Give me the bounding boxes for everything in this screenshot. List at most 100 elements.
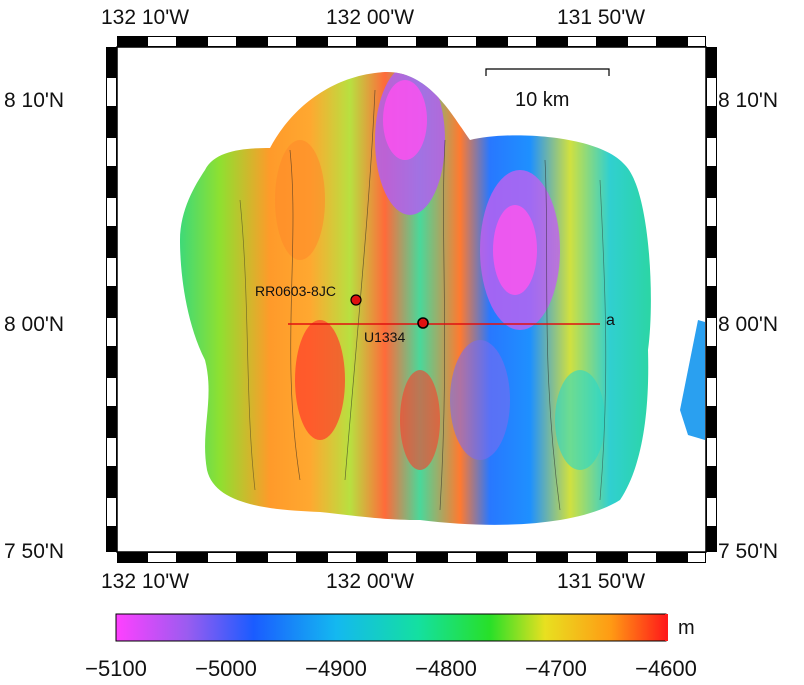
frame-tick-top: [237, 36, 267, 47]
lat-label-right: 8 00'N: [718, 313, 779, 336]
frame-tick-bottom: [447, 552, 477, 563]
frame-tick-top: [597, 36, 627, 47]
lon-label-top: 132 00'W: [326, 6, 415, 29]
lat-label-right: 7 50'N: [718, 540, 779, 563]
frame-tick-right: [706, 47, 717, 77]
frame-tick-top: [207, 36, 237, 47]
frame-tick-bottom: [237, 552, 267, 563]
frame-tick-top: [627, 36, 657, 47]
frame-tick-left: [106, 437, 117, 467]
colorbar-tick-label: −5100: [85, 656, 147, 681]
frame-tick-bottom: [657, 552, 687, 563]
lat-label-left: 8 10'N: [4, 89, 65, 112]
frame-tick-right: [706, 77, 717, 107]
frame-tick-top: [387, 36, 417, 47]
frame-tick-left: [106, 47, 117, 77]
site-label-u1334: U1334: [364, 329, 406, 345]
frame-tick-bottom: [297, 552, 327, 563]
frame-tick-bottom: [477, 552, 507, 563]
frame-tick-bottom: [627, 552, 657, 563]
frame-tick-top: [357, 36, 387, 47]
colorbar-tick-label: −4600: [635, 656, 697, 681]
frame-tick-top: [657, 36, 687, 47]
survey-fragment-east: [680, 320, 705, 440]
frame-tick-bottom: [327, 552, 357, 563]
colorbar-fill: [115, 613, 667, 642]
frame-tick-bottom: [147, 552, 177, 563]
frame-tick-top: [267, 36, 297, 47]
site-marker-u1334: [417, 317, 429, 329]
frame-tick-left: [106, 407, 117, 437]
frame-tick-left: [106, 197, 117, 227]
frame-tick-top: [567, 36, 597, 47]
frame-tick-left: [106, 107, 117, 137]
frame-tick-left: [106, 287, 117, 317]
lat-label-left: 7 50'N: [4, 540, 65, 563]
frame-tick-right: [706, 257, 717, 287]
frame-tick-right: [706, 437, 717, 467]
site-label-rr0603: RR0603-8JC: [255, 283, 336, 299]
frame-tick-right: [706, 227, 717, 257]
frame-tick-bottom: [537, 552, 567, 563]
frame-tick-bottom: [117, 552, 147, 563]
lon-label-bottom: 132 10'W: [101, 570, 190, 593]
frame-tick-left: [106, 467, 117, 497]
frame-tick-right: [706, 497, 717, 527]
frame-tick-right: [706, 137, 717, 167]
frame-tick-top: [447, 36, 477, 47]
frame-tick-left: [106, 347, 117, 377]
lon-label-top: 132 10'W: [101, 6, 190, 29]
frame-tick-right: [706, 467, 717, 497]
frame-tick-right: [706, 377, 717, 407]
frame-tick-left: [106, 77, 117, 107]
frame-tick-top: [327, 36, 357, 47]
lon-label-bottom: 132 00'W: [326, 570, 415, 593]
frame-tick-right: [706, 107, 717, 137]
frame-tick-top: [117, 36, 147, 47]
frame-tick-bottom: [567, 552, 597, 563]
frame-tick-right: [706, 317, 717, 347]
frame-tick-bottom: [267, 552, 297, 563]
lat-label-left: 8 00'N: [4, 313, 65, 336]
colorbar-tick-label: −4800: [415, 656, 477, 681]
frame-tick-bottom: [507, 552, 537, 563]
frame-tick-left: [106, 317, 117, 347]
frame-tick-right: [706, 197, 717, 227]
frame-tick-bottom: [207, 552, 237, 563]
frame-tick-left: [106, 527, 117, 552]
frame-tick-top: [507, 36, 537, 47]
colorbar-tick-label: −4700: [525, 656, 587, 681]
colorbar-endcap: [665, 614, 668, 641]
frame-tick-right: [706, 287, 717, 317]
frame-tick-top: [297, 36, 327, 47]
frame-tick-left: [106, 227, 117, 257]
frame-tick-bottom: [597, 552, 627, 563]
site-marker-rr0603: [350, 294, 362, 306]
frame-tick-bottom: [177, 552, 207, 563]
frame-tick-right: [706, 167, 717, 197]
profile-line-label: a: [606, 312, 615, 329]
frame-tick-top: [687, 36, 706, 47]
frame-tick-top: [477, 36, 507, 47]
frame-tick-left: [106, 377, 117, 407]
frame-tick-top: [417, 36, 447, 47]
frame-tick-left: [106, 137, 117, 167]
frame-tick-left: [106, 497, 117, 527]
frame-tick-right: [706, 347, 717, 377]
frame-tick-right: [706, 407, 717, 437]
frame-tick-bottom: [387, 552, 417, 563]
frame-tick-bottom: [417, 552, 447, 563]
colorbar-tick-label: −5000: [195, 656, 257, 681]
colorbar-tick-label: −4900: [305, 656, 367, 681]
frame-tick-top: [177, 36, 207, 47]
frame-tick-right: [706, 527, 717, 552]
scale-bar: [485, 68, 610, 76]
frame-tick-bottom: [357, 552, 387, 563]
scale-bar-label: 10 km: [515, 89, 570, 111]
lon-label-top: 131 50'W: [557, 6, 646, 29]
lon-label-bottom: 131 50'W: [557, 570, 646, 593]
lat-label-right: 8 10'N: [718, 89, 779, 112]
frame-tick-top: [537, 36, 567, 47]
frame-tick-bottom: [687, 552, 706, 563]
